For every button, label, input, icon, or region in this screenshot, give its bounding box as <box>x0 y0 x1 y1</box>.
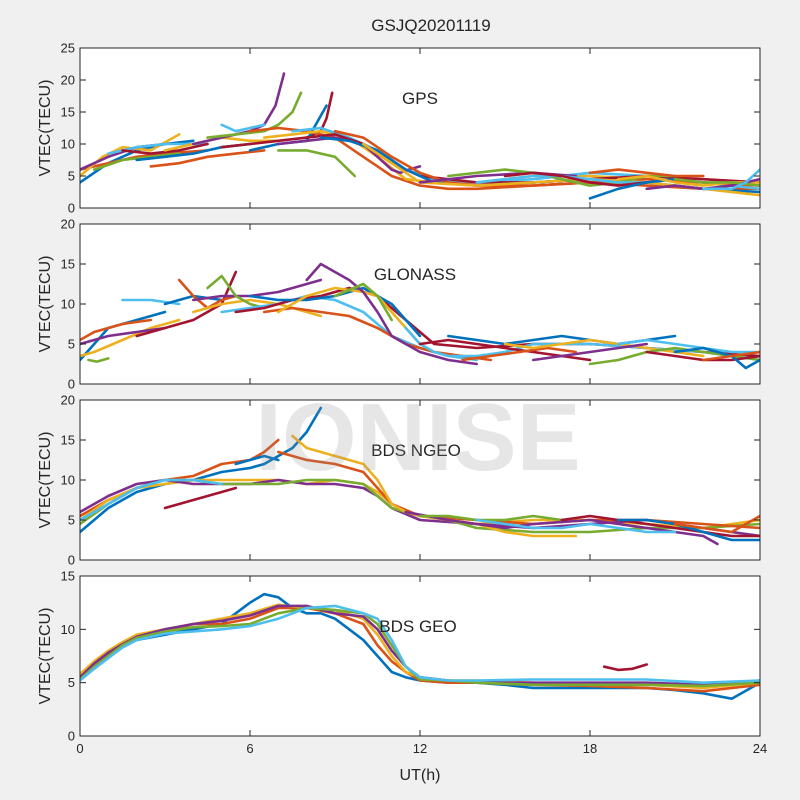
y-tick-label: 10 <box>61 473 75 488</box>
series-group <box>80 262 760 370</box>
series-group <box>80 592 760 701</box>
y-tick-label: 20 <box>61 393 75 408</box>
series-line <box>80 318 181 358</box>
watermark: IONISE <box>255 384 580 491</box>
panel-label: BDS NGEO <box>371 441 461 460</box>
panel-3: 0 5 10 15 0 6 12 18 24 VTEC(TECU) BDS GEO <box>37 569 767 757</box>
series-line <box>80 326 167 346</box>
y-tick-label: 5 <box>68 169 75 184</box>
figure-title: GSJQ20201119 <box>371 16 490 35</box>
series-line <box>616 518 760 542</box>
x-tick-label: 18 <box>583 741 597 756</box>
series-line <box>560 514 760 538</box>
x-tick-label: 0 <box>76 741 83 756</box>
y-tick-label: 20 <box>61 73 75 88</box>
series-line <box>276 149 357 178</box>
y-tick-label: 5 <box>68 337 75 352</box>
y-axis-label: VTEC(TECU) <box>37 432 54 529</box>
x-tick-label: 12 <box>413 741 427 756</box>
series-line <box>418 514 564 522</box>
series-line <box>135 270 238 338</box>
y-tick-label: 5 <box>68 675 75 690</box>
series-line <box>80 606 760 688</box>
series-line <box>333 282 394 322</box>
y-tick-label: 10 <box>61 622 75 637</box>
series-line <box>80 478 223 522</box>
series-line <box>234 454 280 466</box>
series-line <box>192 278 323 302</box>
series-line <box>503 171 649 187</box>
series-group <box>80 406 760 546</box>
y-tick-label: 15 <box>61 433 75 448</box>
series-line <box>588 168 705 178</box>
series-line <box>503 338 705 358</box>
series-line <box>80 406 323 534</box>
series-line <box>192 298 323 318</box>
series-line <box>121 142 209 155</box>
y-tick-label: 25 <box>61 41 75 56</box>
series-line <box>192 72 286 146</box>
plot-area <box>80 576 760 736</box>
series-line <box>404 510 719 546</box>
y-axis-label: VTEC(TECU) <box>37 256 54 353</box>
y-tick-label: 0 <box>68 377 75 392</box>
y-axis-label: VTEC(TECU) <box>37 80 54 177</box>
y-tick-label: 5 <box>68 513 75 528</box>
y-tick-label: 15 <box>61 257 75 272</box>
series-group <box>80 72 760 200</box>
panel-label: GPS <box>402 89 438 108</box>
series-line <box>92 152 181 171</box>
y-tick-label: 20 <box>61 217 75 232</box>
x-axis-label: UT(h) <box>400 767 441 784</box>
y-tick-label: 15 <box>61 105 75 120</box>
panel-2: 0 5 10 15 20 VTEC(TECU) BDS NGEO <box>37 393 761 568</box>
x-tick-label: 6 <box>246 741 253 756</box>
series-line <box>80 604 760 685</box>
y-tick-label: 0 <box>68 201 75 216</box>
series-line <box>616 338 760 354</box>
series-line <box>475 518 677 534</box>
panel-0: 0 5 10 15 20 25 VTEC(TECU) GPS <box>37 41 761 216</box>
series-line <box>206 274 266 310</box>
series-line <box>80 318 153 342</box>
series-line <box>588 177 677 200</box>
series-line <box>673 177 760 187</box>
series-line <box>87 357 110 363</box>
panel-label: BDS GEO <box>379 617 456 636</box>
panel-1: 0 5 10 15 20 VTEC(TECU) GLONASS <box>37 217 761 392</box>
series-line <box>305 262 479 366</box>
series-line <box>163 486 238 510</box>
panel-label: GLONASS <box>374 265 456 284</box>
series-line <box>149 149 266 168</box>
y-tick-label: 10 <box>61 137 75 152</box>
y-tick-label: 15 <box>61 569 75 584</box>
series-line <box>262 306 493 362</box>
series-line <box>461 346 578 362</box>
y-axis-label: VTEC(TECU) <box>37 608 54 705</box>
series-line <box>701 168 760 191</box>
series-line <box>220 123 266 133</box>
series-line <box>531 342 649 362</box>
plot-area <box>80 224 760 384</box>
series-line <box>701 350 760 362</box>
series-line <box>602 663 649 672</box>
y-tick-label: 0 <box>68 729 75 744</box>
x-tick-label: 24 <box>753 741 767 756</box>
y-tick-label: 0 <box>68 553 75 568</box>
y-tick-label: 10 <box>61 297 75 312</box>
series-line <box>673 514 760 534</box>
